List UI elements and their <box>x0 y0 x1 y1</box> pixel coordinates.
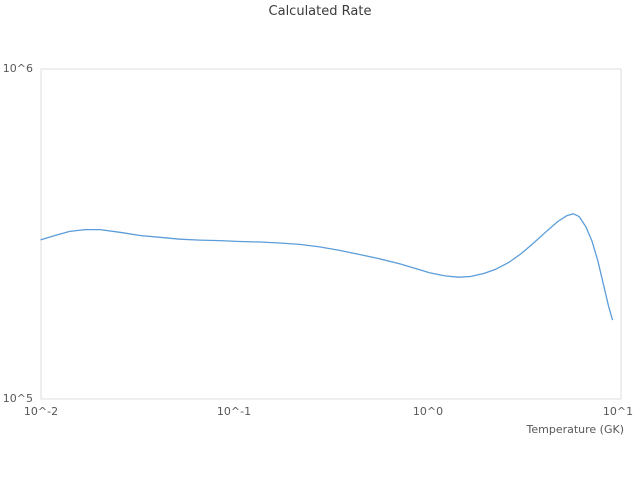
y-tick-label-10e5: 10^5 <box>2 392 33 405</box>
x-tick-label-10e-2: 10^-2 <box>23 405 59 418</box>
x-tick-label-10e1: 10^1 <box>602 405 634 418</box>
x-tick-label-10e-1: 10^-1 <box>216 405 252 418</box>
y-tick-label-10e6: 10^6 <box>2 62 33 75</box>
rate-line-series <box>40 213 614 321</box>
x-tick-label-10e0: 10^0 <box>412 405 444 418</box>
plot-frame <box>40 68 622 400</box>
x-axis-label: Temperature (GK) <box>526 423 625 436</box>
chart-title: Calculated Rate <box>268 4 372 19</box>
